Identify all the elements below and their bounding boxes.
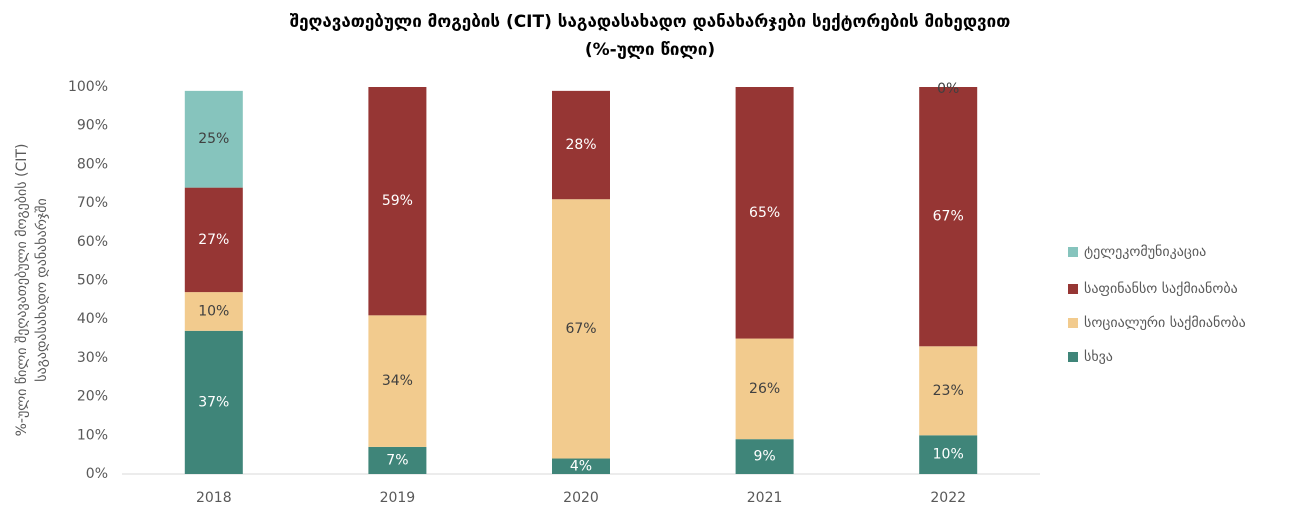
y-tick-label: 20% [77, 389, 108, 405]
data-label: 7% [386, 452, 408, 468]
data-label: 59% [382, 193, 413, 209]
data-label: 28% [565, 137, 596, 153]
legend-swatch [1068, 352, 1078, 362]
bar-segment [368, 315, 427, 447]
data-label: 34% [382, 373, 413, 389]
chart-title: შეღავათებული მოგების (CIT) საგადასახადო … [290, 12, 1011, 32]
y-tick-label: 40% [77, 311, 108, 327]
data-label: 10% [933, 447, 964, 463]
bar-segment [735, 87, 794, 339]
y-tick-label: 70% [77, 195, 108, 211]
chart-subtitle: (%-ული წილი) [585, 40, 715, 60]
data-label: 25% [198, 131, 229, 147]
y-tick-label: 60% [77, 234, 108, 250]
y-tick-label: 90% [77, 118, 108, 134]
y-tick-label: 0% [86, 466, 108, 482]
y-tick-label: 50% [77, 273, 108, 289]
data-label: 67% [565, 321, 596, 337]
y-tick-label: 100% [68, 79, 108, 95]
bar-segment [184, 330, 243, 474]
data-label: 27% [198, 232, 229, 248]
x-tick-label: 2021 [747, 490, 783, 506]
bar-segment [735, 439, 794, 474]
x-tick-label: 2020 [563, 490, 599, 506]
y-tick-label: 10% [77, 427, 108, 443]
legend-label: სხვა [1084, 349, 1113, 365]
y-axis-label: საგადასახადო დანახარჯში [33, 198, 50, 381]
bar-segment [919, 435, 978, 474]
legend-swatch [1068, 318, 1078, 328]
bar-segment [919, 346, 978, 436]
data-label: 67% [933, 209, 964, 225]
bar-segment [552, 90, 610, 200]
data-label: 26% [749, 381, 780, 397]
x-tick-label: 2022 [930, 490, 966, 506]
data-label: 65% [749, 205, 780, 221]
legend-swatch [1068, 284, 1078, 294]
bar-segment [184, 187, 243, 293]
legend-swatch [1068, 247, 1078, 257]
bar-segment [184, 90, 243, 188]
bar-segment [368, 87, 427, 316]
y-tick-label: 30% [77, 350, 108, 366]
x-tick-label: 2019 [380, 490, 416, 506]
legend-label: სოციალური საქმიანობა [1084, 314, 1246, 331]
data-label: 10% [198, 303, 229, 319]
bar-segment [919, 87, 978, 347]
y-axis-label: %-ული წილი შეღავათებული მოგების (CIT) [14, 144, 30, 437]
data-label: 0% [937, 81, 959, 97]
y-tick-label: 80% [77, 156, 108, 172]
bar-segment [552, 199, 610, 459]
x-tick-label: 2018 [196, 490, 232, 506]
data-label: 4% [570, 458, 592, 474]
bar-segment [184, 292, 243, 331]
data-label: 9% [753, 449, 775, 465]
data-label: 23% [933, 383, 964, 399]
bar-segment [552, 458, 610, 474]
legend-label: ტელეკომუნიკაცია [1084, 244, 1206, 260]
data-label: 37% [198, 394, 229, 410]
legend-label: საფინანსო საქმიანობა [1084, 281, 1238, 297]
bar-segment [735, 338, 794, 440]
bar-segment [368, 446, 427, 474]
